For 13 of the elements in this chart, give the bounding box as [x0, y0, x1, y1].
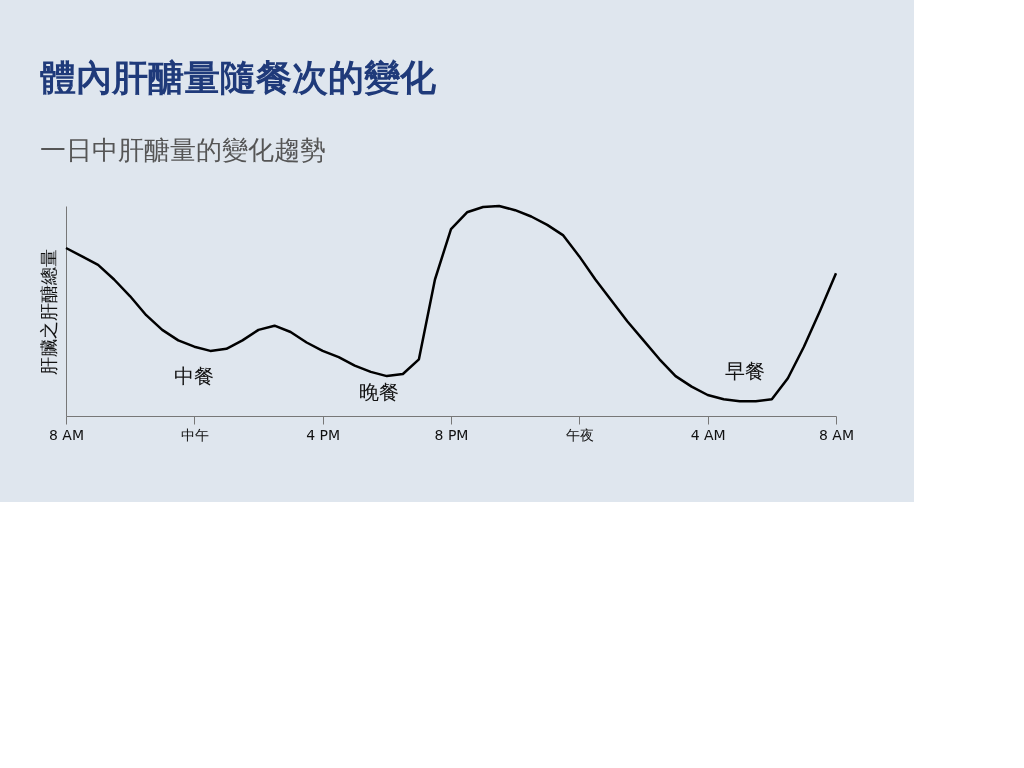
- chart-subtitle: 一日中肝醣量的變化趨勢: [40, 134, 326, 165]
- annotation: 早餐: [724, 359, 765, 384]
- x-tick-label: 8 AM: [818, 426, 855, 443]
- x-tick-label: 午夜: [565, 426, 594, 443]
- x-tick-label: 8 AM: [48, 426, 85, 443]
- x-tick-label: 8 PM: [434, 426, 469, 443]
- chart-title: 體內肝醣量隨餐次的變化: [40, 56, 437, 98]
- y-axis-title: 肝臟之肝醣總量: [37, 248, 59, 375]
- x-tick-label: 4 AM: [690, 426, 726, 443]
- annotation: 晚餐: [358, 380, 399, 405]
- x-tick-label: 中午: [180, 426, 209, 443]
- annotation: 中餐: [174, 363, 215, 388]
- x-tick-label: 4 PM: [306, 426, 341, 443]
